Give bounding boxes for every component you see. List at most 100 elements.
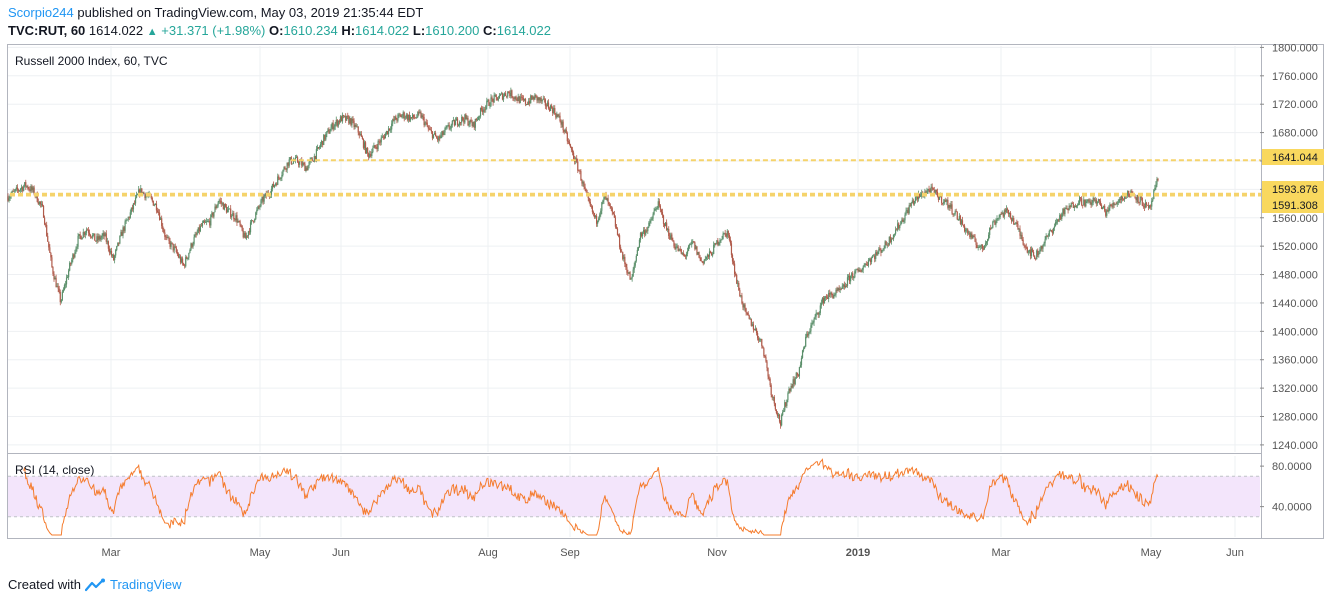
candle-body bbox=[973, 235, 975, 237]
candle-body bbox=[761, 338, 763, 346]
candle-body bbox=[519, 96, 521, 103]
candle-body bbox=[1129, 196, 1131, 198]
candle-body bbox=[737, 283, 739, 284]
candle-body bbox=[1035, 258, 1037, 260]
candle-body bbox=[84, 232, 86, 235]
candle-body bbox=[570, 147, 573, 150]
candle-body bbox=[281, 174, 283, 178]
candle-body bbox=[188, 252, 190, 258]
candle-body bbox=[843, 284, 845, 288]
candle-body bbox=[69, 262, 71, 271]
price-tick-label: 1480.000 bbox=[1272, 270, 1318, 282]
candle-body bbox=[110, 251, 113, 256]
candle-body bbox=[1045, 235, 1047, 240]
candle-body bbox=[1064, 208, 1066, 215]
candle-body bbox=[518, 96, 520, 103]
candle-body bbox=[1046, 235, 1048, 237]
candle-body bbox=[403, 112, 405, 119]
candle-body bbox=[316, 147, 319, 150]
price-chart[interactable]: 1800.0001760.0001720.0001680.0001640.000… bbox=[0, 0, 1330, 570]
candle-body bbox=[834, 294, 836, 296]
tradingview-brand-link[interactable]: TradingView bbox=[110, 577, 182, 592]
price-axis[interactable]: 1800.0001760.0001720.0001680.0001640.000… bbox=[1260, 42, 1318, 452]
candle-body bbox=[1016, 222, 1018, 224]
candle-body bbox=[659, 205, 661, 210]
time-tick-label: Jun bbox=[1226, 547, 1244, 559]
candle-body bbox=[360, 133, 362, 137]
candle-body bbox=[362, 139, 365, 148]
candle-body bbox=[730, 243, 733, 255]
candle-body bbox=[897, 223, 899, 231]
candle-body bbox=[724, 232, 726, 234]
candle-body bbox=[827, 297, 829, 299]
candle-body bbox=[120, 232, 122, 236]
candle-body bbox=[566, 133, 568, 142]
time-axis[interactable]: Mar May Jun Aug Sep Nov 2019 Mar May Jun bbox=[102, 547, 1244, 559]
candle-body bbox=[179, 256, 182, 263]
candle-body bbox=[213, 212, 215, 217]
candle-body bbox=[25, 182, 27, 187]
candle-body bbox=[384, 133, 387, 139]
candle-body bbox=[745, 308, 747, 313]
candle-body bbox=[464, 114, 466, 123]
candle-body bbox=[166, 236, 168, 238]
time-tick-label: Nov bbox=[707, 547, 727, 559]
price-tick-label: 1560.000 bbox=[1272, 213, 1318, 225]
candle-body bbox=[329, 131, 331, 134]
candle-body bbox=[882, 249, 884, 251]
candle-body bbox=[153, 204, 155, 206]
level-badge bbox=[1262, 197, 1324, 213]
candle-body bbox=[201, 222, 204, 226]
rsi-axis[interactable]: 80.0000 40.0000 bbox=[1260, 461, 1312, 514]
candle-body bbox=[102, 233, 104, 236]
candle-body bbox=[1043, 243, 1045, 245]
candle-body bbox=[869, 259, 872, 262]
candle-body bbox=[406, 114, 408, 120]
level-badge-label: 1593.876 bbox=[1272, 184, 1318, 196]
candle-body bbox=[454, 120, 457, 126]
candle-body bbox=[342, 115, 345, 117]
candle-body bbox=[739, 290, 741, 297]
candle-body bbox=[399, 114, 401, 116]
candle-body bbox=[795, 372, 797, 379]
candle-body bbox=[776, 413, 779, 416]
candle-body bbox=[174, 246, 176, 248]
candle-body bbox=[738, 283, 740, 291]
candle-body bbox=[775, 409, 778, 414]
time-tick-label: Mar bbox=[992, 547, 1011, 559]
candle-body bbox=[542, 98, 544, 100]
candle-body bbox=[583, 182, 585, 187]
candle-body bbox=[732, 261, 735, 264]
candle-body bbox=[260, 200, 262, 207]
candle-body bbox=[854, 271, 856, 278]
candle-body bbox=[353, 120, 355, 128]
candle-body bbox=[1034, 255, 1036, 259]
candle-body bbox=[286, 162, 288, 170]
candle-body bbox=[525, 104, 528, 105]
candle-body bbox=[709, 251, 712, 253]
candle-body bbox=[784, 402, 786, 411]
candle-body bbox=[994, 221, 996, 225]
candle-body bbox=[444, 128, 446, 133]
candle-body bbox=[902, 219, 904, 222]
rsi-line bbox=[23, 458, 1159, 536]
candle-body bbox=[942, 202, 944, 204]
candle-body bbox=[817, 312, 819, 315]
candle-body bbox=[278, 176, 280, 178]
candle-body bbox=[430, 129, 433, 132]
candle-body bbox=[1009, 212, 1012, 218]
candle-body bbox=[799, 365, 802, 368]
candle-body bbox=[864, 263, 866, 265]
candle-body bbox=[781, 415, 783, 426]
candle-body bbox=[509, 93, 511, 97]
author-link[interactable]: Scorpio244 bbox=[8, 5, 74, 20]
candle-body bbox=[736, 274, 738, 284]
candle-body bbox=[631, 276, 633, 279]
candle-body bbox=[1001, 212, 1003, 215]
candle-body bbox=[1067, 209, 1069, 211]
candle-body bbox=[1053, 226, 1056, 228]
candle-body bbox=[64, 284, 67, 286]
candle-body bbox=[138, 189, 140, 194]
candle-body bbox=[867, 260, 870, 266]
candle-body bbox=[242, 230, 244, 238]
